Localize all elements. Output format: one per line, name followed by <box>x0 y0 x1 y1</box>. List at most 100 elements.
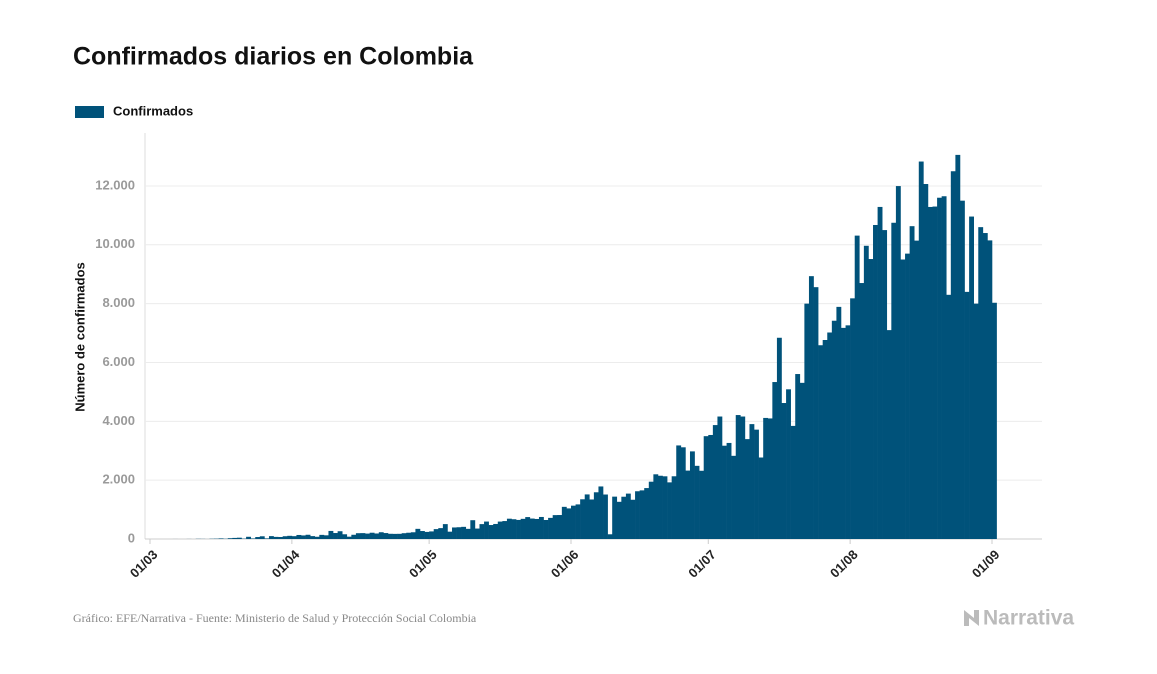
bar <box>383 533 389 539</box>
bar <box>790 425 796 539</box>
bar <box>744 439 750 539</box>
bar <box>264 538 270 539</box>
bar <box>323 535 329 539</box>
bar <box>621 496 627 539</box>
bar <box>827 332 833 539</box>
bar <box>447 531 453 539</box>
bar <box>950 171 956 539</box>
bar <box>314 536 320 539</box>
bar <box>351 534 357 539</box>
bar <box>374 533 380 539</box>
bar <box>442 524 448 539</box>
bar <box>735 415 741 539</box>
bar <box>772 382 778 539</box>
bar <box>516 519 521 539</box>
x-tick-label: 01/09 <box>969 547 1003 581</box>
bar <box>452 527 457 539</box>
bar <box>406 532 412 539</box>
chart-title: Confirmados diarios en Colombia <box>73 43 474 71</box>
x-tick-label: 01/04 <box>269 546 303 580</box>
y-tick-label: 2.000 <box>102 472 135 487</box>
bar <box>310 536 316 539</box>
bar <box>653 474 659 539</box>
bar <box>470 520 476 539</box>
bar <box>511 519 517 539</box>
bar <box>657 475 663 539</box>
bar <box>479 524 485 539</box>
bar <box>484 521 489 539</box>
bar <box>667 482 672 539</box>
bar <box>305 534 311 539</box>
bar <box>776 337 782 539</box>
y-tick-label: 12.000 <box>95 177 135 192</box>
bar <box>250 538 256 539</box>
bar <box>255 537 261 539</box>
source-note: Gráfico: EFE/Narrativa - Fuente: Ministe… <box>73 611 477 625</box>
bar <box>662 476 668 539</box>
y-axis-title: Número de confirmados <box>72 262 87 412</box>
legend-swatch <box>75 106 104 118</box>
bar <box>580 499 586 539</box>
bar <box>868 259 874 539</box>
bar <box>845 325 851 539</box>
bar <box>946 294 952 539</box>
bar <box>863 245 869 539</box>
x-tick-label: 01/06 <box>548 547 582 581</box>
bar <box>676 445 682 539</box>
bar <box>891 222 897 540</box>
bar <box>694 465 700 539</box>
bar <box>584 494 590 539</box>
y-tick-label: 4.000 <box>102 413 135 428</box>
bar <box>287 535 293 539</box>
bar <box>909 226 915 539</box>
bar <box>689 451 695 539</box>
bar <box>456 527 462 539</box>
bar <box>918 161 924 540</box>
bar <box>488 525 494 539</box>
bar <box>429 531 435 539</box>
x-tick-label: 01/05 <box>406 547 440 581</box>
bar <box>992 302 997 539</box>
bar <box>360 533 366 539</box>
bar <box>296 534 302 539</box>
bar <box>566 508 572 539</box>
bar <box>552 515 558 539</box>
bar <box>923 184 929 540</box>
x-tick-label: 01/03 <box>127 547 161 581</box>
bar <box>859 283 865 539</box>
bar <box>818 345 823 539</box>
bar <box>355 533 361 539</box>
bar <box>387 533 393 539</box>
bar <box>813 287 819 539</box>
bar <box>543 519 549 539</box>
x-tick-label: 01/07 <box>685 547 719 581</box>
bar <box>268 536 274 539</box>
bar <box>740 416 746 539</box>
bar <box>424 531 430 539</box>
bar <box>534 518 540 539</box>
bar <box>548 517 553 539</box>
bar <box>749 424 755 539</box>
bar <box>927 206 933 539</box>
bar <box>461 526 467 539</box>
bar <box>781 403 787 539</box>
bar <box>799 382 805 539</box>
bar <box>497 521 503 539</box>
bar <box>937 197 942 539</box>
bar <box>378 532 384 539</box>
bar <box>291 536 297 539</box>
bar <box>905 253 910 540</box>
bar <box>726 442 732 539</box>
bar <box>346 536 352 539</box>
bar <box>969 216 974 539</box>
bar <box>246 536 251 539</box>
bar <box>342 534 348 539</box>
bar <box>502 521 508 539</box>
bar <box>571 505 576 539</box>
bar <box>520 518 526 539</box>
bar <box>822 340 828 539</box>
bar <box>589 499 595 539</box>
bar <box>232 537 238 539</box>
bar <box>319 534 325 539</box>
